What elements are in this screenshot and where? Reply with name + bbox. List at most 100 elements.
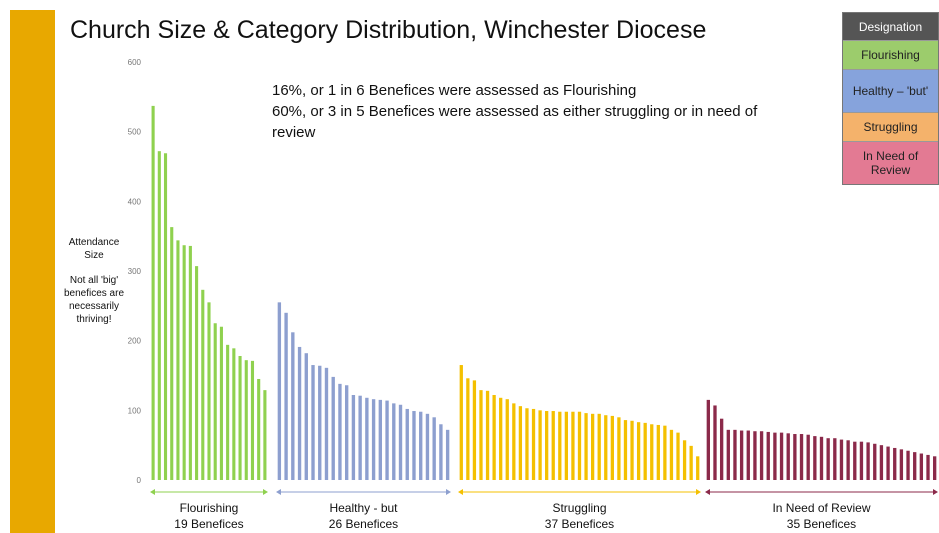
bar: [793, 434, 797, 480]
bar: [779, 432, 784, 480]
side-notes: Attendance Size Not all 'big' benefices …: [58, 236, 130, 326]
bar: [163, 153, 168, 480]
y-tick-label: 400: [128, 197, 142, 206]
bar: [564, 411, 569, 480]
annotations: 16%, or 1 in 6 Benefices were assessed a…: [272, 80, 792, 143]
annotation: 60%, or 3 in 5 Benefices were assessed a…: [272, 103, 758, 141]
bar: [157, 151, 161, 480]
bar: [719, 418, 724, 480]
bar: [304, 353, 308, 480]
bar: [419, 411, 423, 480]
bar: [866, 442, 870, 480]
bar: [518, 406, 523, 480]
bar: [933, 456, 937, 480]
bar: [405, 408, 409, 480]
bar: [207, 302, 211, 480]
y-tick-label: 600: [128, 58, 142, 67]
annotation: 16%, or 1 in 6 Benefices were assessed a…: [272, 82, 637, 99]
bar: [656, 424, 660, 480]
bar: [531, 408, 536, 480]
bar: [250, 360, 255, 480]
bar: [663, 425, 667, 480]
bar: [799, 434, 804, 480]
bar: [472, 380, 477, 480]
bar: [188, 245, 192, 480]
bar: [806, 434, 810, 480]
bar: [597, 413, 601, 480]
bar: [813, 436, 817, 480]
bar: [617, 417, 621, 480]
bar: [873, 443, 877, 480]
legend-entry: Healthy – 'but': [843, 69, 938, 112]
bar: [512, 403, 516, 480]
bar: [219, 326, 223, 480]
legend-entry: Flourishing: [843, 40, 938, 69]
bar: [913, 452, 917, 480]
bar: [257, 378, 261, 480]
bar: [392, 403, 396, 480]
bar: [853, 441, 857, 480]
bar: [706, 399, 710, 480]
bar: [318, 365, 322, 480]
bar: [859, 441, 864, 480]
bar: [746, 430, 750, 480]
y-axis-label: Attendance Size: [68, 237, 120, 261]
group-label: Healthy - but: [329, 501, 398, 515]
bar: [371, 399, 376, 480]
bar: [846, 440, 850, 480]
y-tick-label: 100: [128, 406, 142, 415]
bar: [766, 431, 770, 480]
bar: [351, 395, 356, 480]
legend: Designation Flourishing Healthy – 'but' Str…: [842, 12, 939, 185]
bar: [176, 240, 180, 480]
bar: [499, 397, 503, 480]
group-label: Struggling: [552, 501, 606, 515]
bar: [623, 420, 628, 480]
bar: [170, 227, 174, 480]
bar: [682, 440, 687, 480]
bar: [232, 348, 236, 480]
bar: [432, 417, 436, 480]
bar: [277, 302, 282, 480]
bar: [297, 346, 302, 480]
bar: [505, 399, 509, 480]
bar: [650, 424, 654, 480]
bar: [445, 429, 450, 480]
legend-entry: Struggling: [843, 112, 938, 141]
bar: [819, 436, 824, 480]
bar: [385, 400, 389, 480]
bar: [466, 378, 470, 480]
bar: [479, 390, 483, 480]
bar: [689, 445, 693, 480]
bar: [833, 438, 837, 480]
bar: [636, 422, 641, 480]
bar: [604, 415, 608, 480]
bar: [412, 411, 416, 480]
legend-title: Designation: [843, 13, 938, 40]
bar: [669, 429, 674, 480]
bar: [590, 413, 595, 480]
bar: [213, 323, 217, 480]
group-label: Flourishing: [180, 501, 239, 515]
group-count: 37 Benefices: [545, 517, 614, 531]
bar: [398, 404, 403, 480]
bar: [886, 446, 890, 480]
bar: [926, 454, 930, 480]
bar: [643, 422, 647, 480]
bar: [425, 413, 430, 480]
y-tick-label: 0: [137, 476, 142, 485]
bar: [195, 266, 199, 480]
bar: [439, 424, 443, 480]
bar: [893, 447, 897, 480]
bar: [759, 431, 764, 480]
bar: [459, 365, 463, 480]
bar: [610, 415, 614, 480]
bar: [558, 411, 562, 480]
bar: [238, 355, 242, 480]
bar: [151, 105, 155, 480]
bar: [826, 438, 830, 480]
bar: [906, 450, 910, 480]
y-tick-label: 300: [128, 267, 142, 276]
